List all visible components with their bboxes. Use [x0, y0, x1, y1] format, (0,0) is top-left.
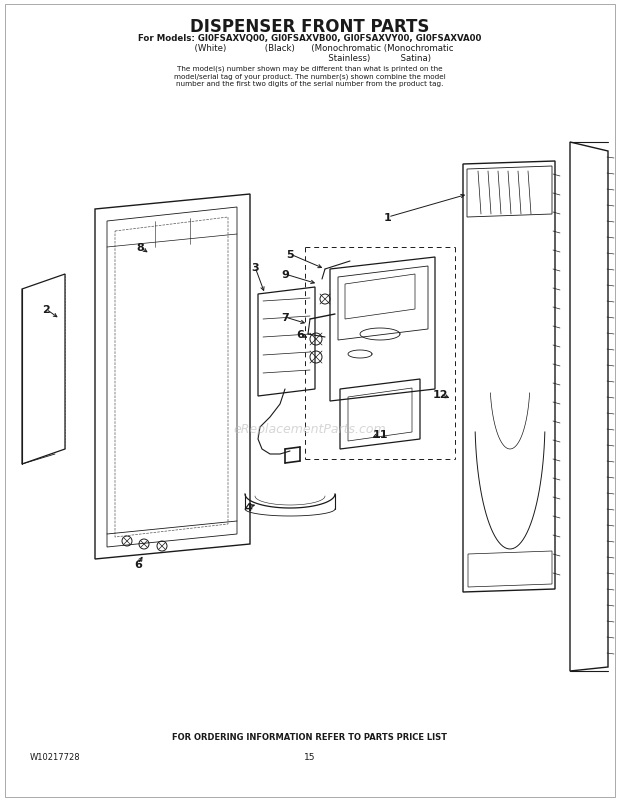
Text: 9: 9: [281, 269, 289, 280]
Text: model/serial tag of your product. The number(s) shown combine the model: model/serial tag of your product. The nu…: [174, 73, 446, 79]
Circle shape: [320, 294, 330, 305]
Circle shape: [157, 541, 167, 551]
Text: For Models: GI0FSAXVQ00, GI0FSAXVB00, GI0FSAXVY00, GI0FSAXVA00: For Models: GI0FSAXVQ00, GI0FSAXVB00, GI…: [138, 34, 482, 43]
Text: DISPENSER FRONT PARTS: DISPENSER FRONT PARTS: [190, 18, 430, 36]
Circle shape: [122, 537, 132, 546]
Text: 6: 6: [296, 330, 304, 339]
Text: (White)              (Black)      (Monochromatic (Monochromatic: (White) (Black) (Monochromatic (Monochro…: [167, 44, 453, 53]
Text: 11: 11: [372, 429, 388, 439]
Text: 1: 1: [384, 213, 392, 223]
Text: 5: 5: [286, 249, 294, 260]
Text: 4: 4: [244, 502, 252, 512]
Text: 2: 2: [42, 305, 50, 314]
Text: number and the first two digits of the serial number from the product tag.: number and the first two digits of the s…: [176, 81, 444, 87]
Text: 12: 12: [432, 390, 448, 399]
Text: FOR ORDERING INFORMATION REFER TO PARTS PRICE LIST: FOR ORDERING INFORMATION REFER TO PARTS …: [172, 732, 448, 742]
Text: Stainless)           Satina): Stainless) Satina): [188, 54, 432, 63]
Text: eReplacementParts.com: eReplacementParts.com: [234, 423, 386, 436]
Circle shape: [310, 334, 322, 346]
Text: W10217728: W10217728: [30, 752, 81, 762]
Text: 6: 6: [134, 559, 142, 569]
Text: The model(s) number shown may be different than what is printed on the: The model(s) number shown may be differe…: [177, 65, 443, 71]
Circle shape: [139, 539, 149, 549]
Circle shape: [310, 351, 322, 363]
Text: 8: 8: [136, 243, 144, 253]
Text: 3: 3: [251, 263, 259, 273]
Text: 7: 7: [281, 313, 289, 322]
Text: 15: 15: [304, 752, 316, 762]
